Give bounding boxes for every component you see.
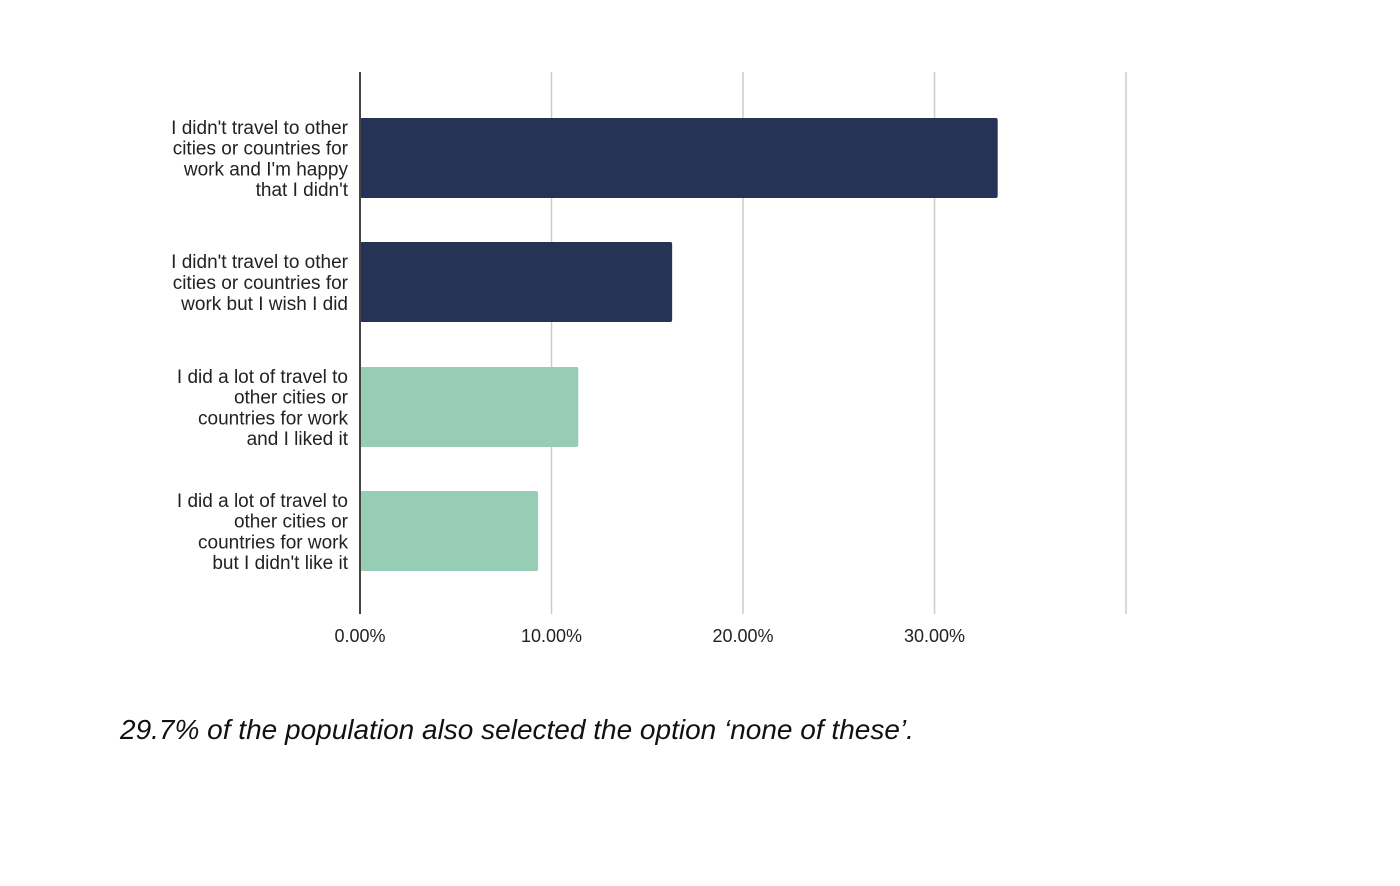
category-labels: I didn't travel to other cities or countr… [171, 118, 349, 574]
x-tick-label: 0.00% [334, 626, 385, 646]
category-label-line: work and I'm happy [183, 159, 349, 180]
category-label: I did a lot of travel to other cities or c… [177, 491, 349, 574]
category-label-line: cities or countries for [173, 139, 349, 160]
category-label-line: that I didn't [256, 180, 349, 201]
x-tick-label: 20.00% [712, 626, 773, 646]
category-label-line: I did a lot of travel to [177, 367, 348, 388]
bar [360, 367, 579, 447]
category-label-line: other cities or [234, 388, 349, 409]
category-label: I didn't travel to other cities or countr… [171, 118, 349, 201]
bar-chart: I didn't travel to other cities or countr… [171, 72, 1127, 646]
bars [360, 118, 998, 571]
category-label-line: other cities or [234, 512, 349, 533]
category-label: I didn't travel to other cities or countr… [171, 252, 349, 315]
x-tick-label: 10.00% [521, 626, 582, 646]
x-tick-label: 30.00% [904, 626, 965, 646]
category-label-line: cities or countries for [173, 273, 349, 294]
bar [360, 491, 539, 571]
category-label-line: work but I wish I did [180, 294, 348, 315]
bar [360, 118, 998, 198]
category-label-line: countries for work [198, 408, 348, 429]
category-label-line: but I didn't like it [212, 553, 348, 574]
footnote-text: 29.7% of the population also selected th… [120, 714, 914, 745]
category-label-line: countries for work [198, 532, 348, 553]
x-tick-labels: 0.00% 10.00% 20.00% 30.00% [334, 626, 965, 646]
category-label: I did a lot of travel to other cities or c… [177, 367, 349, 450]
category-label-line: I didn't travel to other [171, 252, 349, 273]
category-label-line: I didn't travel to other [171, 118, 349, 139]
category-label-line: and I liked it [247, 429, 349, 450]
category-label-line: I did a lot of travel to [177, 491, 348, 512]
bar [360, 242, 673, 322]
